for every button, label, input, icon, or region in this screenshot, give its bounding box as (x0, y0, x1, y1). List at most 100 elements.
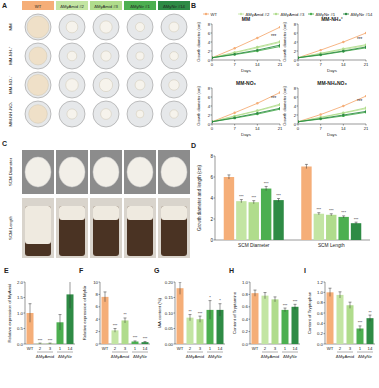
petri-dish (59, 14, 85, 40)
series-line (298, 112, 366, 121)
x-tick-label: 7 (233, 126, 236, 131)
point (365, 44, 366, 46)
legend-line (203, 14, 209, 15)
panel-label: B (191, 2, 196, 9)
error-bar (349, 302, 352, 308)
chart-title: MM-NH₄NO₃ (317, 80, 347, 86)
y-tick-label: 2 (294, 49, 297, 54)
y-tick-label: 4 (96, 317, 99, 322)
series-line (298, 33, 366, 58)
y-tick-label: 0.8 (242, 292, 249, 297)
column-header (22, 1, 54, 10)
y-tick-label: 0.0 (317, 342, 324, 347)
bar (351, 223, 361, 240)
y-tick-label: 2.0 (17, 280, 24, 285)
y-tick (174, 344, 176, 345)
y-tick (99, 319, 101, 320)
y-tick-label: 8 (294, 86, 297, 91)
x-axis-label: Days (241, 68, 251, 73)
bar-chart: 0.00.51.01.52.0Relative expression of My… (7, 280, 75, 359)
x-tick-label: 14 (368, 346, 373, 351)
y-tick (174, 313, 176, 314)
error-bar (179, 282, 182, 294)
group-label: ΔMyAmid (36, 354, 55, 359)
x-axis (212, 124, 280, 125)
row-label: MM-NH₄NO₃ (8, 101, 13, 126)
point (365, 107, 366, 109)
petri-dish (161, 101, 187, 127)
y-tick (297, 106, 299, 107)
bar-chart: 0.00.20.40.60.81.01.2Content of Tryptoph… (307, 280, 375, 359)
series-line (298, 45, 366, 58)
y-tick-label: 0.4 (317, 321, 324, 326)
bar (347, 305, 354, 344)
mycelium (161, 206, 187, 220)
y-tick-label: 0.00 (165, 342, 174, 347)
point (256, 47, 258, 49)
panel-label: H (229, 267, 234, 274)
error-bar (355, 222, 358, 224)
legend-marker (310, 13, 312, 15)
y-tick (249, 331, 251, 332)
petri-dish (161, 72, 187, 98)
petri-dish (93, 14, 119, 40)
point (342, 48, 344, 50)
x-tick-label: 2 (264, 346, 267, 351)
x-tick-label: SCM Diameter (238, 243, 270, 248)
y-tick-label: 0.2 (317, 331, 324, 336)
bar-chart: 0246810Relative expression of MyNirWT***… (82, 280, 150, 359)
colony (28, 75, 49, 96)
point (233, 53, 235, 55)
y-tick-label: 0.6 (317, 311, 324, 316)
significance: *** (276, 193, 281, 198)
photo (22, 198, 54, 258)
photo (158, 150, 190, 194)
error-bar (329, 288, 332, 296)
y-tick (297, 88, 299, 89)
y-tick-label: 0.05 (165, 326, 174, 331)
point (212, 121, 213, 123)
point (256, 49, 258, 51)
annotation: *** (357, 99, 363, 104)
x-tick-label: 3 (274, 346, 277, 351)
y-tick (324, 313, 326, 314)
x-tick-label: 1 (209, 346, 212, 351)
point (365, 95, 366, 97)
y-tick (211, 106, 213, 107)
error-bar (29, 304, 32, 323)
column-header (158, 1, 190, 10)
x-tick-label: 14 (68, 346, 73, 351)
chart-title: MM-NO₃ (236, 80, 256, 86)
colony (169, 22, 179, 32)
plot-area (298, 95, 366, 123)
line-chart: MM-NH₄NO₃02468071421DaysGrowth diameter … (282, 80, 369, 137)
column-header (56, 1, 88, 10)
legend-marker (240, 13, 242, 15)
legend-line (238, 14, 244, 15)
legend-marker (345, 13, 347, 15)
colony (29, 47, 47, 65)
photo (22, 150, 54, 194)
y-tick (211, 115, 213, 116)
point (279, 103, 280, 105)
plot-area (177, 282, 224, 344)
x-tick-label: WT (252, 346, 259, 351)
bar (122, 320, 129, 344)
x-tick-label: 1 (59, 346, 62, 351)
y-axis (25, 282, 26, 344)
y-tick (99, 344, 101, 345)
y-tick (297, 42, 299, 43)
point (365, 110, 366, 112)
point (365, 108, 366, 110)
point (212, 121, 213, 123)
y-tick-label: 0.0 (242, 342, 249, 347)
mycelium (25, 206, 51, 244)
point (256, 109, 258, 111)
y-tick (211, 124, 213, 125)
point (298, 57, 299, 59)
series-line (212, 108, 280, 122)
error-bar (265, 186, 268, 190)
group-label: ΔMyAmid (111, 354, 130, 359)
y-tick (324, 333, 326, 334)
error-bar (59, 315, 62, 331)
